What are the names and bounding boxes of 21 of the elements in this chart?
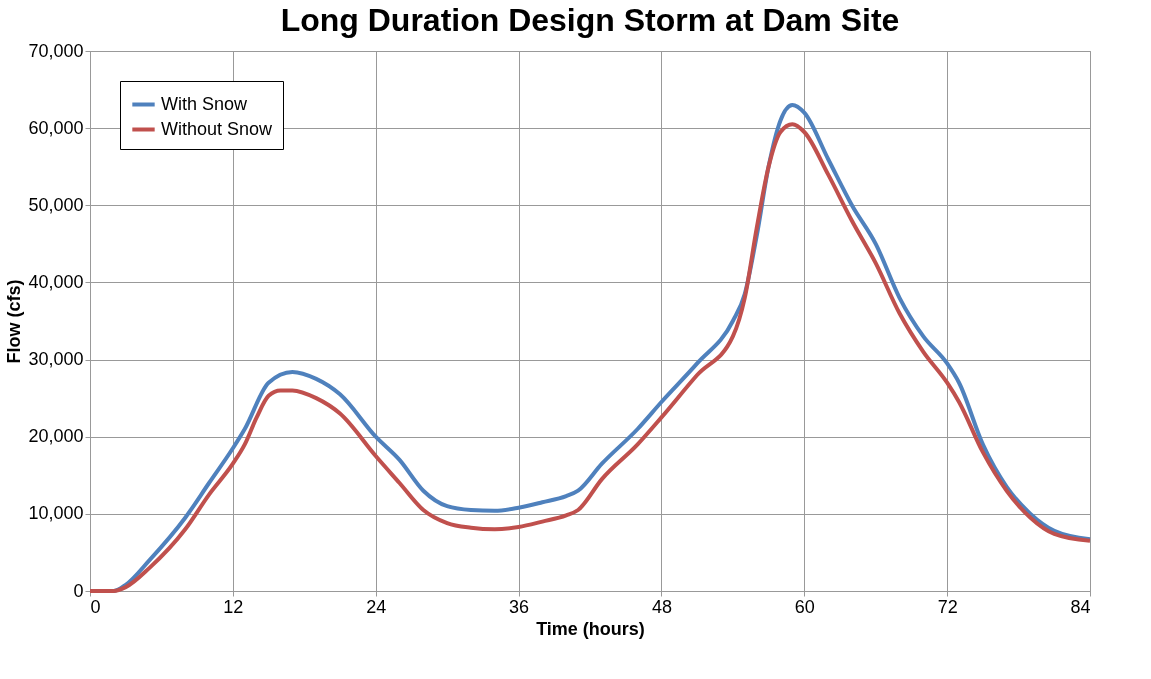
x-tick-label: 0 [90, 596, 101, 617]
legend-label: Without Snow [161, 118, 274, 139]
y-axis-title: Flow (cfs) [4, 279, 25, 364]
y-tick-label: 50,000 [28, 194, 84, 215]
y-tick-label: 70,000 [28, 40, 84, 61]
x-tick-label: 36 [509, 596, 530, 617]
y-tick-label: 60,000 [28, 117, 84, 138]
x-tick-label: 60 [794, 596, 815, 617]
x-tick-label: 48 [651, 596, 672, 617]
x-tick-label: 84 [1070, 596, 1091, 617]
y-tick-label: 40,000 [28, 271, 84, 292]
y-tick-label: 0 [73, 580, 84, 601]
x-tick-label: 72 [937, 596, 958, 617]
x-axis-title: Time (hours) [536, 618, 645, 639]
legend-label: With Snow [161, 93, 249, 114]
y-tick-label: 10,000 [28, 503, 84, 524]
x-tick-label: 12 [223, 596, 244, 617]
y-tick-label: 20,000 [28, 426, 84, 447]
x-tick-label: 24 [366, 596, 387, 617]
chart-title: Long Duration Design Storm at Dam Site [280, 2, 900, 38]
y-tick-label: 30,000 [28, 349, 84, 370]
